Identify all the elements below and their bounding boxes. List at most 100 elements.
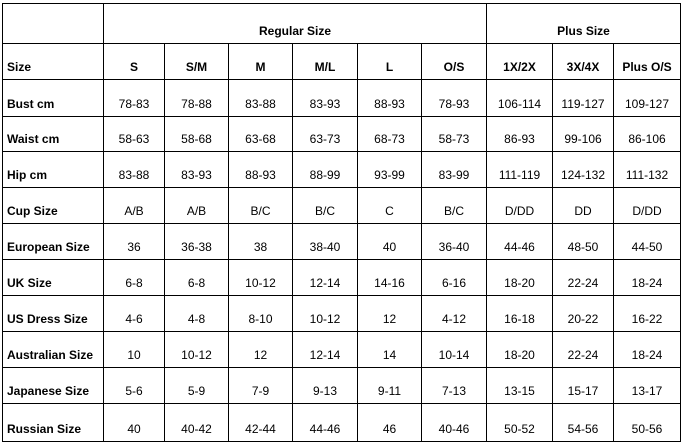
cell: 50-52 — [486, 403, 553, 442]
cell: 38-40 — [292, 223, 358, 260]
cell: 10-12 — [164, 331, 229, 368]
cell: 83-88 — [103, 151, 165, 188]
row-label: Russian Size — [2, 403, 104, 442]
table-row: European Size 36 36-38 38 38-40 40 36-40 44-46 4… — [2, 223, 682, 260]
cell: 106-114 — [486, 79, 553, 117]
cell: 99-106 — [552, 116, 614, 152]
cell: 63-73 — [292, 116, 358, 152]
row-label: Bust cm — [2, 79, 104, 117]
cell: 10 — [103, 331, 165, 368]
cell: 12-14 — [292, 259, 358, 296]
cell: 12 — [228, 331, 293, 368]
cell: 36-38 — [164, 223, 229, 260]
cell: 8-10 — [228, 295, 293, 332]
cell: 7-13 — [421, 367, 487, 404]
table-row: Bust cm 78-83 78-88 83-88 83-93 88-93 78-93 106… — [2, 79, 682, 117]
cell: 12-14 — [292, 331, 358, 368]
cell: D/DD — [612, 187, 682, 224]
column-header: 3X/4X — [552, 43, 614, 80]
cell: 6-8 — [164, 259, 229, 296]
cell: 58-68 — [164, 116, 229, 152]
cell: 13-17 — [612, 367, 682, 404]
column-header-row: Size S S/M M M/L L O/S 1X/2X 3X/4X Plus O/S — [2, 43, 682, 80]
cell: 83-88 — [228, 79, 293, 117]
cell: 88-93 — [357, 79, 422, 117]
cell: 5-6 — [103, 367, 165, 404]
table-row: Hip cm 83-88 83-93 88-93 88-99 93-99 83-99 111-… — [2, 151, 682, 188]
group-header-row: Regular Size Plus Size — [2, 3, 682, 44]
cell: 83-99 — [421, 151, 487, 188]
cell: 12 — [357, 295, 422, 332]
cell: 58-63 — [103, 116, 165, 152]
table-row: Russian Size 40 40-42 42-44 44-46 46 40-46 50-5… — [2, 403, 682, 442]
column-header: L — [357, 43, 422, 80]
cell: 83-93 — [164, 151, 229, 188]
cell: 50-56 — [612, 403, 682, 442]
cell: 14-16 — [357, 259, 422, 296]
cell: 78-93 — [421, 79, 487, 117]
cell: 38 — [228, 223, 293, 260]
column-header: S/M — [164, 43, 229, 80]
column-header: 1X/2X — [486, 43, 553, 80]
cell: 40 — [357, 223, 422, 260]
cell: 15-17 — [552, 367, 614, 404]
column-header: O/S — [421, 43, 487, 80]
cell: B/C — [228, 187, 293, 224]
cell: 10-14 — [421, 331, 487, 368]
table-row: UK Size 6-8 6-8 10-12 12-14 14-16 6-16 18-20 22-… — [2, 259, 682, 296]
column-header: M/L — [292, 43, 358, 80]
cell: A/B — [103, 187, 165, 224]
cell: 40-46 — [421, 403, 487, 442]
cell: 10-12 — [292, 295, 358, 332]
cell: 16-18 — [486, 295, 553, 332]
row-label: Waist cm — [2, 116, 104, 152]
table-row: Australian Size 10 10-12 12 12-14 14 10-14 18-2… — [2, 331, 682, 368]
cell: 14 — [357, 331, 422, 368]
table-row: Japanese Size 5-6 5-9 7-9 9-13 9-11 7-13 13-15 1… — [2, 367, 682, 404]
cell: 40 — [103, 403, 165, 442]
cell: D/DD — [486, 187, 553, 224]
cell: 111-119 — [486, 151, 553, 188]
cell: 88-99 — [292, 151, 358, 188]
cell: 86-106 — [612, 116, 682, 152]
cell: 9-13 — [292, 367, 358, 404]
cell: 9-11 — [357, 367, 422, 404]
table-row: US Dress Size 4-6 4-8 8-10 10-12 12 4-12 16-18 2… — [2, 295, 682, 332]
group-header: Regular Size — [103, 3, 487, 44]
cell: 54-56 — [552, 403, 614, 442]
cell: 18-24 — [612, 331, 682, 368]
cell: 22-24 — [552, 331, 614, 368]
cell: 44-50 — [612, 223, 682, 260]
cell: 5-9 — [164, 367, 229, 404]
cell: 88-93 — [228, 151, 293, 188]
row-label: US Dress Size — [2, 295, 104, 332]
cell: B/C — [421, 187, 487, 224]
cell: 18-20 — [486, 259, 553, 296]
cell: 119-127 — [552, 79, 614, 117]
cell: 18-20 — [486, 331, 553, 368]
cell: 7-9 — [228, 367, 293, 404]
group-header: Plus Size — [485, 3, 682, 44]
row-label: European Size — [2, 223, 104, 260]
cell: 68-73 — [357, 116, 422, 152]
cell: 78-88 — [164, 79, 229, 117]
table-row: Cup Size A/B A/B B/C B/C C B/C D/DD DD D/DD — [2, 187, 682, 224]
column-header: M — [228, 43, 293, 80]
cell: 10-12 — [228, 259, 293, 296]
cell: 4-6 — [103, 295, 165, 332]
cell: 63-68 — [228, 116, 293, 152]
empty-cell — [2, 3, 104, 44]
column-header: Plus O/S — [612, 43, 682, 80]
cell: 86-93 — [486, 116, 553, 152]
cell: 20-22 — [552, 295, 614, 332]
cell: 18-24 — [612, 259, 682, 296]
cell: 48-50 — [552, 223, 614, 260]
cell: 124-132 — [552, 151, 614, 188]
cell: 13-15 — [486, 367, 553, 404]
cell: 6-8 — [103, 259, 165, 296]
table-body: Regular Size Plus Size Size S S/M M M/L L O/S 1… — [2, 3, 682, 442]
column-header: Size — [2, 43, 104, 80]
row-label: Japanese Size — [2, 367, 104, 404]
cell: 78-83 — [103, 79, 165, 117]
cell: 111-132 — [612, 151, 682, 188]
